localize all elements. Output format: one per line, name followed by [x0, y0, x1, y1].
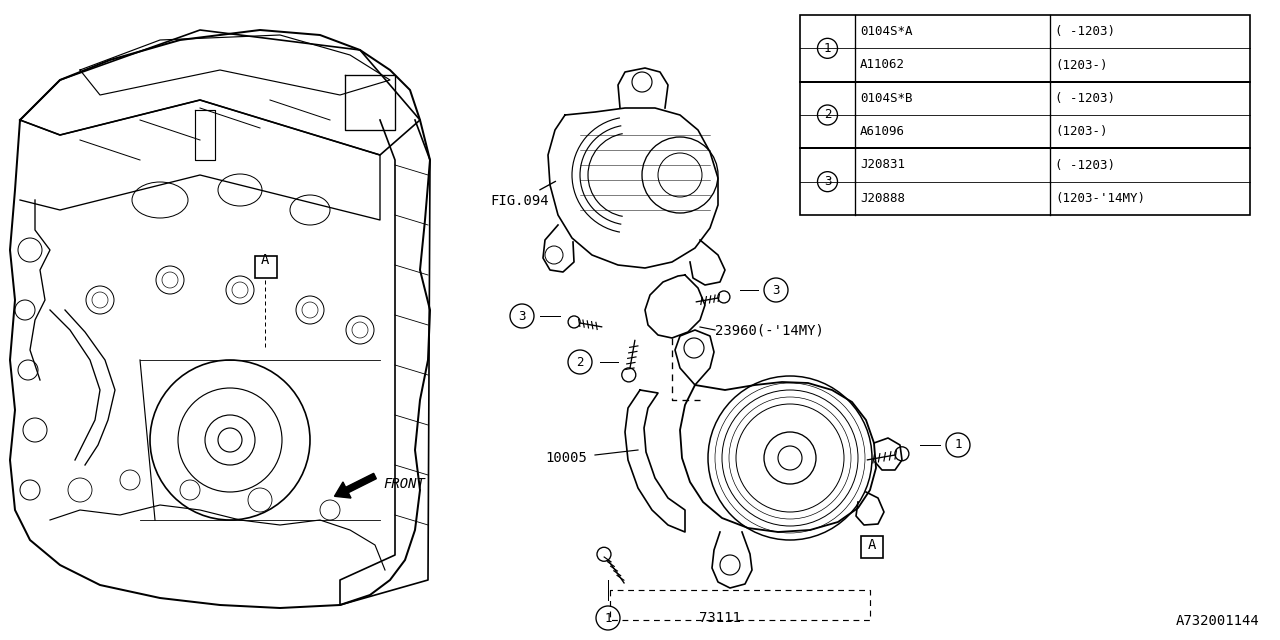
Text: 3: 3 — [518, 310, 526, 323]
Text: 73111: 73111 — [699, 611, 741, 625]
Text: 2: 2 — [824, 109, 831, 122]
Text: 3: 3 — [772, 284, 780, 296]
Text: A: A — [868, 538, 877, 552]
FancyArrow shape — [334, 474, 376, 498]
Text: A11062: A11062 — [860, 58, 905, 72]
Text: 3: 3 — [824, 175, 831, 188]
Text: 1: 1 — [824, 42, 831, 55]
Text: FRONT: FRONT — [383, 477, 425, 491]
Text: 1: 1 — [955, 438, 961, 451]
Text: A732001144: A732001144 — [1176, 614, 1260, 628]
Text: A61096: A61096 — [860, 125, 905, 138]
Text: 23960(-'14MY): 23960(-'14MY) — [716, 323, 824, 337]
Text: A: A — [261, 253, 269, 267]
Bar — [861, 536, 883, 558]
Text: FIG.094: FIG.094 — [490, 181, 556, 208]
Bar — [255, 256, 276, 278]
Text: J20888: J20888 — [860, 192, 905, 205]
Text: (1203-'14MY): (1203-'14MY) — [1055, 192, 1146, 205]
Text: (1203-): (1203-) — [1055, 58, 1107, 72]
Text: 0104S*B: 0104S*B — [860, 92, 913, 105]
Text: 10005: 10005 — [545, 451, 586, 465]
Text: J20831: J20831 — [860, 159, 905, 172]
Text: ( -1203): ( -1203) — [1055, 159, 1115, 172]
Text: 1: 1 — [604, 611, 612, 625]
Text: 2: 2 — [576, 355, 584, 369]
Bar — [800, 15, 1251, 215]
Text: (1203-): (1203-) — [1055, 125, 1107, 138]
Text: ( -1203): ( -1203) — [1055, 92, 1115, 105]
Text: 0104S*A: 0104S*A — [860, 25, 913, 38]
Text: ( -1203): ( -1203) — [1055, 25, 1115, 38]
